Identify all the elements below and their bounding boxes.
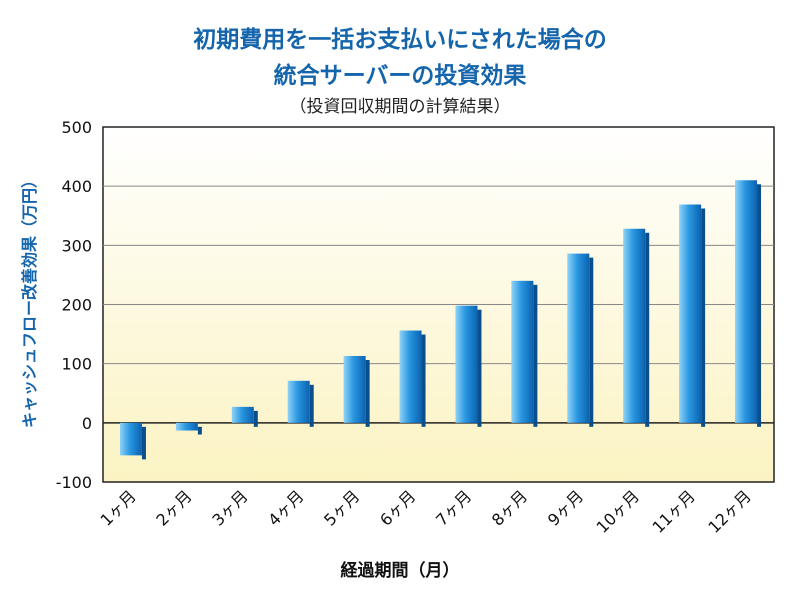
bar <box>511 280 538 427</box>
bar <box>455 305 482 427</box>
bar <box>287 380 314 427</box>
y-tick-label: 400 <box>61 177 92 196</box>
x-tick-label: 9ヶ月 <box>544 486 587 529</box>
x-tick-label: 5ヶ月 <box>320 486 363 529</box>
x-tick-label: 11ヶ月 <box>648 486 698 536</box>
bar-side <box>589 257 594 427</box>
bar-side <box>141 426 146 460</box>
bar-front <box>399 330 422 423</box>
bar-front <box>735 180 758 423</box>
x-tick-label: 4ヶ月 <box>264 486 307 529</box>
bar-side <box>533 284 538 427</box>
x-tick-label: 3ヶ月 <box>208 486 251 529</box>
y-tick-label: 500 <box>61 118 92 137</box>
bar-front <box>679 204 702 423</box>
bar-side <box>701 208 706 427</box>
bar <box>567 253 594 427</box>
bar-side <box>645 232 650 427</box>
bar-front <box>567 253 590 423</box>
bar-side <box>477 309 482 427</box>
bar-front <box>175 422 198 431</box>
bar-front <box>511 280 534 423</box>
bar-side <box>253 410 258 427</box>
x-axis-title: 経過期間（月） <box>340 561 460 581</box>
bar-side <box>197 426 202 435</box>
bar-front <box>119 422 142 456</box>
grid-lines <box>103 185 774 424</box>
bar <box>119 422 146 460</box>
y-axis-title: キャッシュフロー改善効果（万円） <box>20 171 39 429</box>
chart-subtitle: （投資回収期間の計算結果） <box>289 97 511 117</box>
bar-front <box>231 406 254 423</box>
bar <box>679 204 706 427</box>
bar <box>343 355 370 427</box>
y-tick-label: -100 <box>56 473 92 492</box>
bar <box>175 422 202 435</box>
bar-front <box>343 355 366 423</box>
x-tick-label: 7ヶ月 <box>432 486 475 529</box>
y-tick-label: 100 <box>61 355 92 374</box>
bar-side <box>309 384 314 427</box>
x-tick-labels: 1ヶ月 2ヶ月 3ヶ月 4ヶ月 5ヶ月 6ヶ月 7ヶ月 8ヶ月 9ヶ月 10ヶ月 11ヶ月 12ヶ月 <box>97 486 755 536</box>
x-tick-label: 10ヶ月 <box>593 486 643 536</box>
bar <box>399 330 426 427</box>
bar-front <box>287 380 310 423</box>
bars <box>119 180 762 460</box>
x-tick-label: 1ヶ月 <box>97 486 140 529</box>
y-tick-label: 300 <box>61 236 92 255</box>
y-tick-labels: 500 400 300 200 100 0 -100 <box>56 118 92 492</box>
x-tick-label: 8ヶ月 <box>488 486 531 529</box>
bar-front <box>455 305 478 423</box>
x-tick-label: 12ヶ月 <box>704 486 754 536</box>
chart-title-line2: 統合サーバーの投資効果 <box>273 63 527 89</box>
x-tick-label: 2ヶ月 <box>152 486 195 529</box>
bar-side <box>757 184 762 427</box>
y-tick-label: 0 <box>82 414 92 433</box>
bar-side <box>421 334 426 427</box>
y-tick-label: 200 <box>61 296 92 315</box>
bar <box>623 228 650 427</box>
chart-title-line1: 初期費用を一括お支払いにされた場合の <box>193 27 607 53</box>
bar-front <box>623 228 646 423</box>
x-tick-label: 6ヶ月 <box>376 486 419 529</box>
bar <box>231 406 258 427</box>
bar <box>735 180 762 427</box>
bar-side <box>365 359 370 427</box>
